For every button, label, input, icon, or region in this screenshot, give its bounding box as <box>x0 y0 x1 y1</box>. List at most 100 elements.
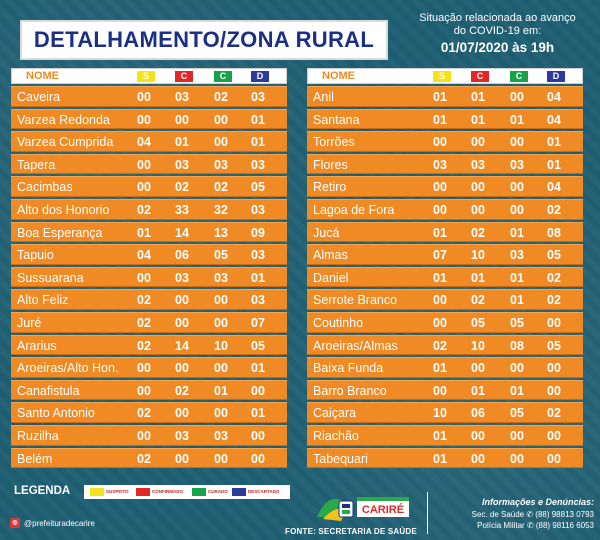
value-suspeito: 02 <box>137 293 151 308</box>
value-descartado: 03 <box>251 157 265 172</box>
table-row: Cacimbas 00 02 02 05 <box>11 176 287 197</box>
table-row: Varzea Redonda 00 00 00 01 <box>11 108 287 130</box>
row-name: Retiro <box>313 180 347 195</box>
value-confirmado: 00 <box>175 315 189 330</box>
table-row: Torrões 00 00 00 01 <box>307 131 583 152</box>
table-row: Santana 01 01 01 04 <box>307 108 583 130</box>
row-name: Riachão <box>313 428 359 443</box>
value-confirmado: 05 <box>471 315 485 330</box>
value-suspeito: 00 <box>137 157 151 172</box>
value-descartado: 00 <box>251 383 265 398</box>
value-confirmado: 03 <box>175 428 189 443</box>
info-title: Informações e Denúncias: <box>481 497 594 507</box>
value-suspeito: 10 <box>433 406 447 421</box>
table-row: Caiçara 10 06 05 02 <box>307 402 583 423</box>
value-confirmado: 02 <box>471 293 485 308</box>
value-confirmado: 00 <box>471 428 485 443</box>
value-descartado: 02 <box>547 406 561 421</box>
table-row: Flores 03 03 03 01 <box>307 153 583 175</box>
value-confirmado: 00 <box>471 202 485 217</box>
table-row: Serrote Branco 00 02 01 02 <box>307 289 583 310</box>
value-curado: 00 <box>510 451 524 466</box>
value-suspeito: 01 <box>137 225 151 240</box>
table-row: Jucá 01 02 01 08 <box>307 221 583 243</box>
value-curado: 05 <box>214 248 228 263</box>
footer-divider <box>427 492 428 534</box>
info-line-policia: Polícia Militar ✆ (88) 98116 6053 <box>477 521 594 530</box>
value-confirmado: 03 <box>175 90 189 104</box>
legend-text: CURADO <box>208 489 228 494</box>
value-confirmado: 00 <box>471 180 485 195</box>
value-suspeito: 07 <box>433 248 447 263</box>
value-curado: 00 <box>214 315 228 330</box>
value-descartado: 02 <box>547 270 561 285</box>
value-confirmado: 10 <box>471 338 485 353</box>
value-confirmado: 00 <box>175 406 189 421</box>
value-confirmado: 03 <box>471 157 485 172</box>
value-descartado: 01 <box>251 406 265 421</box>
row-name: Caiçara <box>313 406 357 421</box>
table-row: Canafistula 00 02 01 00 <box>11 379 287 401</box>
value-suspeito: 00 <box>433 293 447 308</box>
header-confirmado: C <box>175 71 193 82</box>
table-row: Varzea Cumprida 04 01 00 01 <box>11 131 287 152</box>
header-descartado: D <box>547 71 565 82</box>
value-confirmado: 00 <box>471 451 485 466</box>
table-header: NOME S C C D <box>11 68 287 84</box>
value-suspeito: 02 <box>137 338 151 353</box>
right-rows: Anil 01 01 00 04 Santana 01 01 01 04 Torrões 00 00 00… <box>307 86 583 469</box>
value-curado: 00 <box>214 361 228 376</box>
value-confirmado: 02 <box>175 180 189 195</box>
logo-text: CARIRÉ <box>362 503 404 516</box>
value-suspeito: 00 <box>433 202 447 217</box>
legend-swatch <box>90 488 104 496</box>
value-confirmado: 02 <box>175 383 189 398</box>
value-suspeito: 00 <box>137 270 151 285</box>
header-curado: C <box>214 71 232 82</box>
row-name: Santana <box>313 112 360 127</box>
legend-swatch <box>192 488 206 496</box>
value-confirmado: 06 <box>471 406 485 421</box>
value-descartado: 00 <box>547 451 561 466</box>
value-curado: 01 <box>510 225 524 240</box>
row-name: Cacimbas <box>17 180 73 195</box>
row-name: Baixa Funda <box>313 361 384 376</box>
row-name: Juré <box>17 315 42 330</box>
value-suspeito: 04 <box>137 135 151 150</box>
value-confirmado: 02 <box>471 225 485 240</box>
value-descartado: 03 <box>251 202 265 217</box>
row-name: Sussuarana <box>17 270 84 285</box>
table-row: Santo Antonio 02 00 00 01 <box>11 402 287 423</box>
value-suspeito: 02 <box>137 406 151 421</box>
row-name: Daniel <box>313 270 349 285</box>
legend-label: LEGENDA <box>14 485 71 497</box>
row-name: Tapera <box>17 157 56 172</box>
row-name: Boa Esperança <box>17 225 103 240</box>
value-descartado: 00 <box>251 428 265 443</box>
value-descartado: 05 <box>547 338 561 353</box>
table-row: Retiro 00 00 00 04 <box>307 176 583 197</box>
table-header: NOME S C C D <box>307 68 583 84</box>
row-name: Almas <box>313 248 348 263</box>
table-row: Anil 01 01 00 04 <box>307 86 583 107</box>
row-name: Belém <box>17 451 53 466</box>
legend-bar: SUSPEITO CONFIRMADO CURADO DESCARTADO <box>84 485 290 499</box>
header-confirmado: C <box>471 71 489 82</box>
row-name: Santo Antonio <box>17 406 95 421</box>
value-confirmado: 33 <box>175 202 189 217</box>
value-descartado: 07 <box>251 315 265 330</box>
row-name: Torrões <box>313 135 355 150</box>
table-row: Daniel 01 01 01 02 <box>307 266 583 288</box>
value-confirmado: 00 <box>175 112 189 127</box>
value-confirmado: 03 <box>175 157 189 172</box>
value-descartado: 01 <box>547 135 561 150</box>
info-block: Informações e Denúncias: Sec. de Saúde ✆… <box>432 497 594 531</box>
table-row: Alto dos Honorio 02 33 32 03 <box>11 198 287 220</box>
value-confirmado: 03 <box>175 270 189 285</box>
left-table: NOME S C C D Caveira 00 03 02 03 Varzea Redon… <box>11 68 287 470</box>
table-row: Belém 02 00 00 00 <box>11 447 287 469</box>
legend-text: CONFIRMADO <box>152 489 183 494</box>
status-line-2: do COVID-19 em: <box>453 25 542 37</box>
value-descartado: 04 <box>547 90 561 104</box>
value-descartado: 05 <box>547 248 561 263</box>
